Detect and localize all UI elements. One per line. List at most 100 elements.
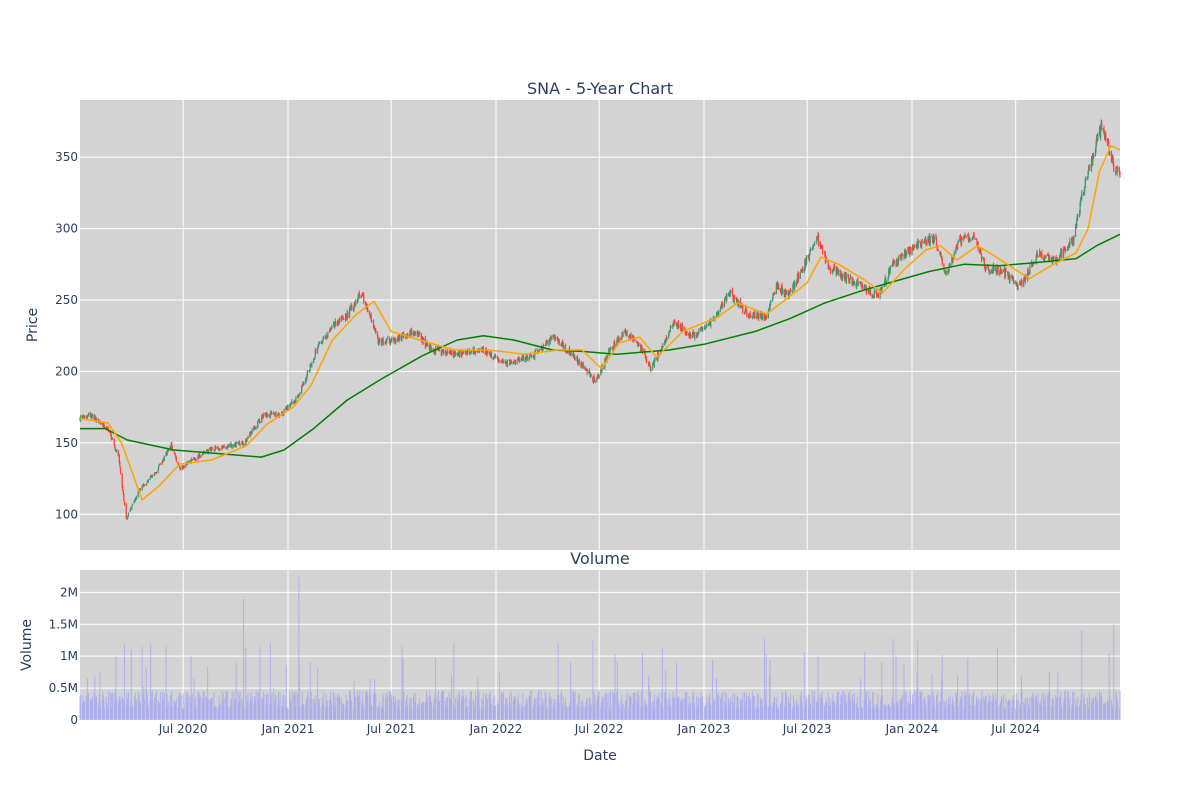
volume-bar bbox=[753, 695, 755, 720]
candle-body bbox=[206, 450, 208, 452]
candle-body bbox=[724, 296, 726, 299]
volume-bar bbox=[512, 701, 514, 720]
volume-bar bbox=[251, 703, 253, 720]
candle-body bbox=[529, 354, 531, 357]
candle-body bbox=[544, 345, 546, 347]
candle-body bbox=[413, 332, 415, 335]
volume-bar bbox=[806, 698, 808, 720]
volume-bar bbox=[477, 677, 479, 720]
candle-body bbox=[350, 306, 352, 309]
volume-bar bbox=[745, 692, 747, 720]
volume-bar bbox=[235, 698, 237, 720]
volume-bar bbox=[936, 707, 938, 720]
candle-body bbox=[533, 357, 535, 359]
volume-bar bbox=[717, 705, 719, 720]
candle-body bbox=[520, 357, 522, 361]
candle-body bbox=[1017, 285, 1019, 289]
volume-bar bbox=[590, 703, 592, 720]
volume-bar bbox=[167, 707, 169, 720]
candle-body bbox=[747, 314, 750, 317]
volume-bar bbox=[554, 699, 556, 720]
candle-body bbox=[358, 293, 360, 297]
candle-body bbox=[873, 296, 875, 298]
volume-bar bbox=[803, 652, 805, 720]
candle-body bbox=[145, 484, 147, 486]
volume-bar bbox=[135, 699, 137, 720]
volume-bar bbox=[928, 694, 930, 720]
volume-bar bbox=[115, 656, 117, 720]
candle-body bbox=[449, 352, 452, 355]
volume-bar bbox=[622, 703, 624, 720]
candle-body bbox=[614, 344, 616, 346]
candle-body bbox=[885, 281, 887, 284]
candle-body bbox=[861, 283, 864, 289]
date-x-tick-label: Jan 2023 bbox=[677, 722, 731, 736]
volume-bar bbox=[399, 708, 401, 720]
volume-bar bbox=[198, 690, 200, 720]
candle-body bbox=[283, 409, 285, 415]
volume-bar bbox=[414, 701, 416, 720]
volume-bar bbox=[90, 699, 92, 720]
candle-body bbox=[114, 444, 116, 449]
volume-bar bbox=[724, 701, 726, 720]
candle-body bbox=[371, 320, 373, 322]
volume-bar bbox=[247, 693, 249, 720]
candle-body bbox=[999, 273, 1001, 275]
volume-bar bbox=[801, 702, 803, 720]
candle-body bbox=[111, 438, 113, 440]
volume-bar bbox=[1083, 694, 1085, 720]
volume-bar bbox=[301, 705, 303, 720]
candle-body bbox=[843, 273, 845, 278]
volume-bar bbox=[650, 703, 652, 720]
candle-body bbox=[789, 289, 791, 294]
volume-bar bbox=[672, 697, 674, 720]
candle-body bbox=[801, 268, 804, 272]
volume-bar bbox=[191, 696, 193, 720]
volume-bar bbox=[1051, 698, 1053, 720]
candle-body bbox=[239, 443, 241, 446]
price-gridlines bbox=[80, 100, 1120, 550]
volume-bar bbox=[640, 707, 642, 720]
candle-body bbox=[363, 294, 365, 303]
candle-body bbox=[267, 414, 269, 416]
candle-body bbox=[513, 361, 515, 363]
volume-bar bbox=[788, 703, 790, 720]
volume-bar bbox=[121, 697, 123, 720]
candle-body bbox=[199, 454, 201, 457]
volume-bar bbox=[247, 701, 249, 720]
candle-body bbox=[897, 257, 899, 264]
volume-bar bbox=[1011, 706, 1013, 720]
candle-body bbox=[1073, 235, 1075, 245]
candle-body bbox=[642, 349, 644, 352]
volume-bar bbox=[245, 696, 247, 720]
candle-body bbox=[783, 289, 785, 296]
volume-bar bbox=[386, 692, 388, 720]
volume-bar bbox=[321, 697, 323, 720]
candle-body bbox=[754, 312, 756, 318]
candle-body bbox=[943, 264, 945, 269]
volume-bar bbox=[928, 699, 930, 720]
candle-body bbox=[485, 348, 487, 354]
volume-bar bbox=[342, 703, 344, 720]
candle-body bbox=[298, 394, 300, 398]
volume-bar bbox=[1068, 705, 1070, 720]
volume-bar bbox=[1068, 691, 1070, 720]
volume-bar bbox=[917, 696, 919, 720]
candle-body bbox=[95, 419, 98, 422]
candle-body bbox=[289, 405, 291, 407]
candle-body bbox=[498, 359, 500, 361]
candle-body bbox=[632, 335, 634, 340]
volume-bar bbox=[150, 701, 152, 720]
candle-body bbox=[263, 412, 265, 415]
volume-bar bbox=[277, 691, 279, 720]
volume-bar bbox=[249, 698, 251, 720]
volume-bar bbox=[95, 696, 97, 720]
volume-bar bbox=[404, 707, 406, 720]
candle-body bbox=[692, 331, 694, 334]
volume-bar bbox=[614, 654, 616, 720]
volume-bar bbox=[734, 693, 736, 720]
candle-body bbox=[430, 345, 432, 348]
volume-bar bbox=[689, 708, 691, 720]
volume-bar bbox=[733, 704, 735, 720]
